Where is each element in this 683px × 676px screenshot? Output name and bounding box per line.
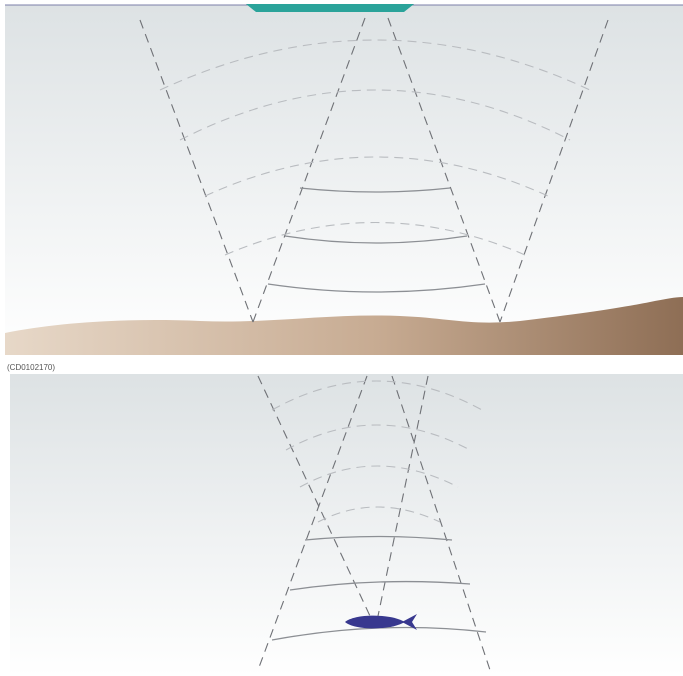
echo-arc-4 <box>304 535 453 541</box>
narrow-beam-left-edge <box>252 17 366 323</box>
wide-beam-right-edge <box>499 19 609 323</box>
echo-arc-3 <box>267 283 486 293</box>
bottom-water-background <box>10 374 683 676</box>
top-panel <box>5 4 683 355</box>
fish-icon <box>345 614 417 630</box>
sound-wave-arc-1 <box>159 39 591 91</box>
sound-wave-arc-7 <box>299 465 459 488</box>
echo-arc-5 <box>289 580 471 591</box>
echo-arc-1 <box>299 187 451 193</box>
inner-beam-left-edge <box>257 375 368 671</box>
sound-wave-arc-2 <box>179 89 571 141</box>
bottom-panel <box>10 374 683 676</box>
sound-wave-arc-4 <box>224 221 526 256</box>
figure-code: (CD0102170) <box>7 363 55 372</box>
sound-wave-arc-3 <box>204 156 549 197</box>
seabed <box>5 297 683 355</box>
outer-beam-right-edge <box>377 375 429 617</box>
narrow-beam-right-edge <box>387 17 501 323</box>
echo-arc-2 <box>284 235 468 244</box>
wide-beam-left-edge <box>139 19 254 323</box>
sound-wave-arc-5 <box>271 380 483 411</box>
sound-wave-arc-6 <box>285 424 471 451</box>
inner-beam-right-edge <box>391 375 491 671</box>
sound-wave-arc-8 <box>317 506 441 523</box>
boat-hull-icon <box>246 4 414 12</box>
top-water-background <box>5 5 683 355</box>
